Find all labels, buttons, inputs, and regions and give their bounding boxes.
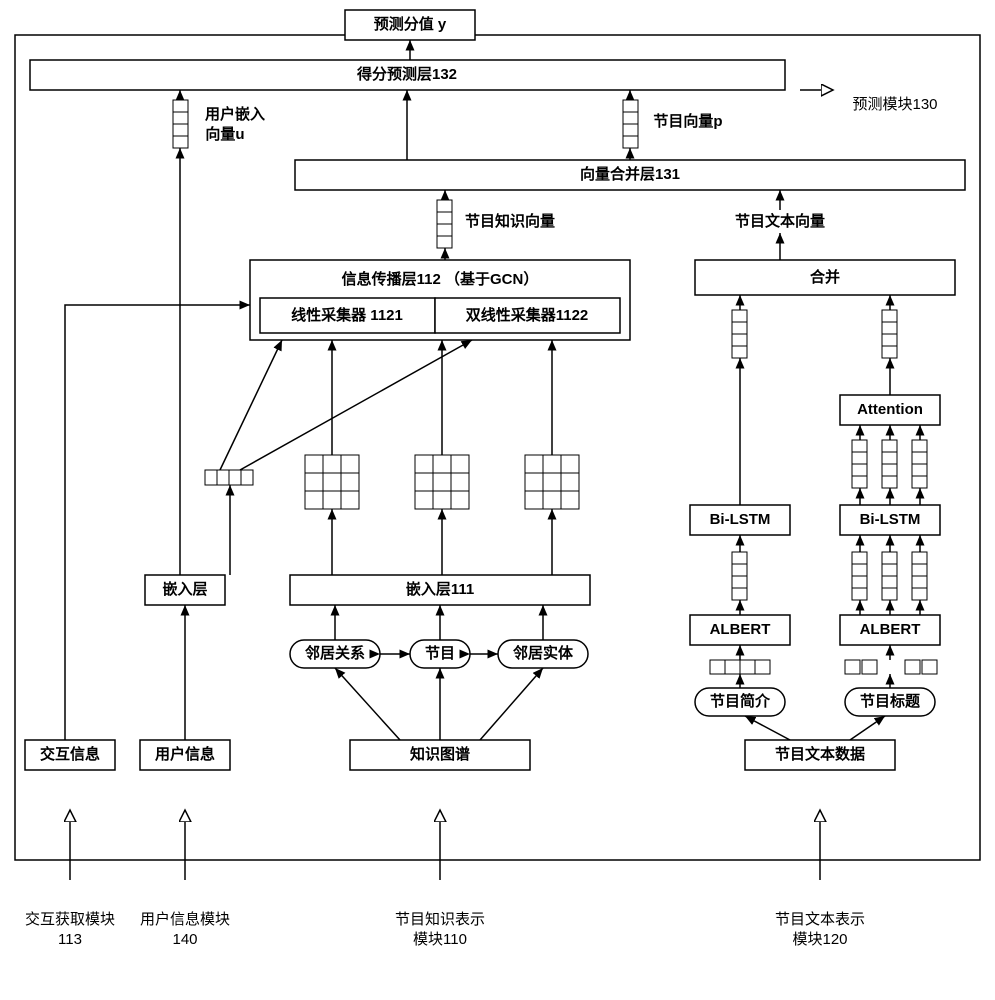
user-info-label: 用户信息 bbox=[155, 745, 215, 763]
vec-merge-label: 向量合并层131 bbox=[580, 165, 680, 183]
grid1 bbox=[305, 455, 359, 509]
kg-label: 知识图谱 bbox=[410, 745, 470, 763]
item-vec-cells bbox=[623, 100, 638, 148]
score-layer-label: 得分预测层132 bbox=[356, 65, 457, 83]
item-title-label: 节目标题 bbox=[860, 692, 921, 710]
bilstm-right-out-cells bbox=[852, 440, 927, 488]
merge-in-right-cells bbox=[882, 310, 897, 358]
mod-text-l1: 节目文本表示 bbox=[775, 911, 865, 928]
neighbor-ent-label: 邻居实体 bbox=[512, 644, 574, 662]
albert-left-label: ALBERT bbox=[710, 621, 771, 638]
outer-frame bbox=[15, 35, 980, 860]
merge-in-left-cells bbox=[732, 310, 747, 358]
bilinear-label: 双线性采集器1122 bbox=[466, 306, 589, 324]
user-embed-cells bbox=[173, 100, 188, 148]
user-small-cells bbox=[205, 470, 253, 485]
grid2 bbox=[415, 455, 469, 509]
linear-label: 线性采集器 1121 bbox=[291, 306, 403, 324]
mod-user-l2: 140 bbox=[172, 931, 197, 948]
item-know-label: 节目知识向量 bbox=[465, 212, 555, 230]
mod-text-l2: 模块120 bbox=[792, 931, 847, 948]
mod-know-l2: 模块110 bbox=[413, 931, 467, 948]
bilstm-left-in-cells bbox=[732, 552, 747, 600]
embed-left-label: 嵌入层 bbox=[162, 580, 207, 598]
mod-know-l1: 节目知识表示 bbox=[395, 911, 485, 928]
mod-inter-l1: 交互获取模块 bbox=[25, 910, 115, 928]
inter-info-label: 交互信息 bbox=[40, 745, 100, 763]
item-know-cells bbox=[437, 200, 452, 248]
mod-inter-l2: 113 bbox=[58, 931, 82, 948]
albert-left-in-cells bbox=[710, 660, 770, 674]
item-vec-label: 节目向量p bbox=[653, 112, 722, 130]
info-prop-label: 信息传播层112 （基于GCN） bbox=[342, 270, 539, 288]
grid3 bbox=[525, 455, 579, 509]
item-text-label: 节目文本向量 bbox=[735, 212, 825, 230]
item-intro-label: 节目简介 bbox=[710, 692, 771, 710]
merge-label: 合并 bbox=[809, 268, 840, 286]
mod-user-l1: 用户信息模块 bbox=[140, 911, 230, 928]
user-embed-label1: 用户嵌入 bbox=[205, 105, 265, 123]
embed-mid-label: 嵌入层111 bbox=[406, 580, 474, 598]
bilstm-left-label: Bi-LSTM bbox=[710, 511, 771, 528]
attention-label: Attention bbox=[857, 401, 923, 418]
bilstm-right-label: Bi-LSTM bbox=[860, 511, 921, 528]
item-label: 节目 bbox=[425, 644, 455, 662]
albert-right-label: ALBERT bbox=[860, 621, 921, 638]
item-text-data-label: 节目文本数据 bbox=[775, 745, 865, 763]
user-embed-label2: 向量u bbox=[205, 125, 244, 143]
pred-module-label: 预测模块130 bbox=[852, 96, 937, 113]
output-label: 预测分值 y bbox=[374, 15, 447, 33]
bilstm-right-in-cells bbox=[852, 552, 927, 600]
neighbor-rel-label: 邻居关系 bbox=[304, 644, 365, 662]
